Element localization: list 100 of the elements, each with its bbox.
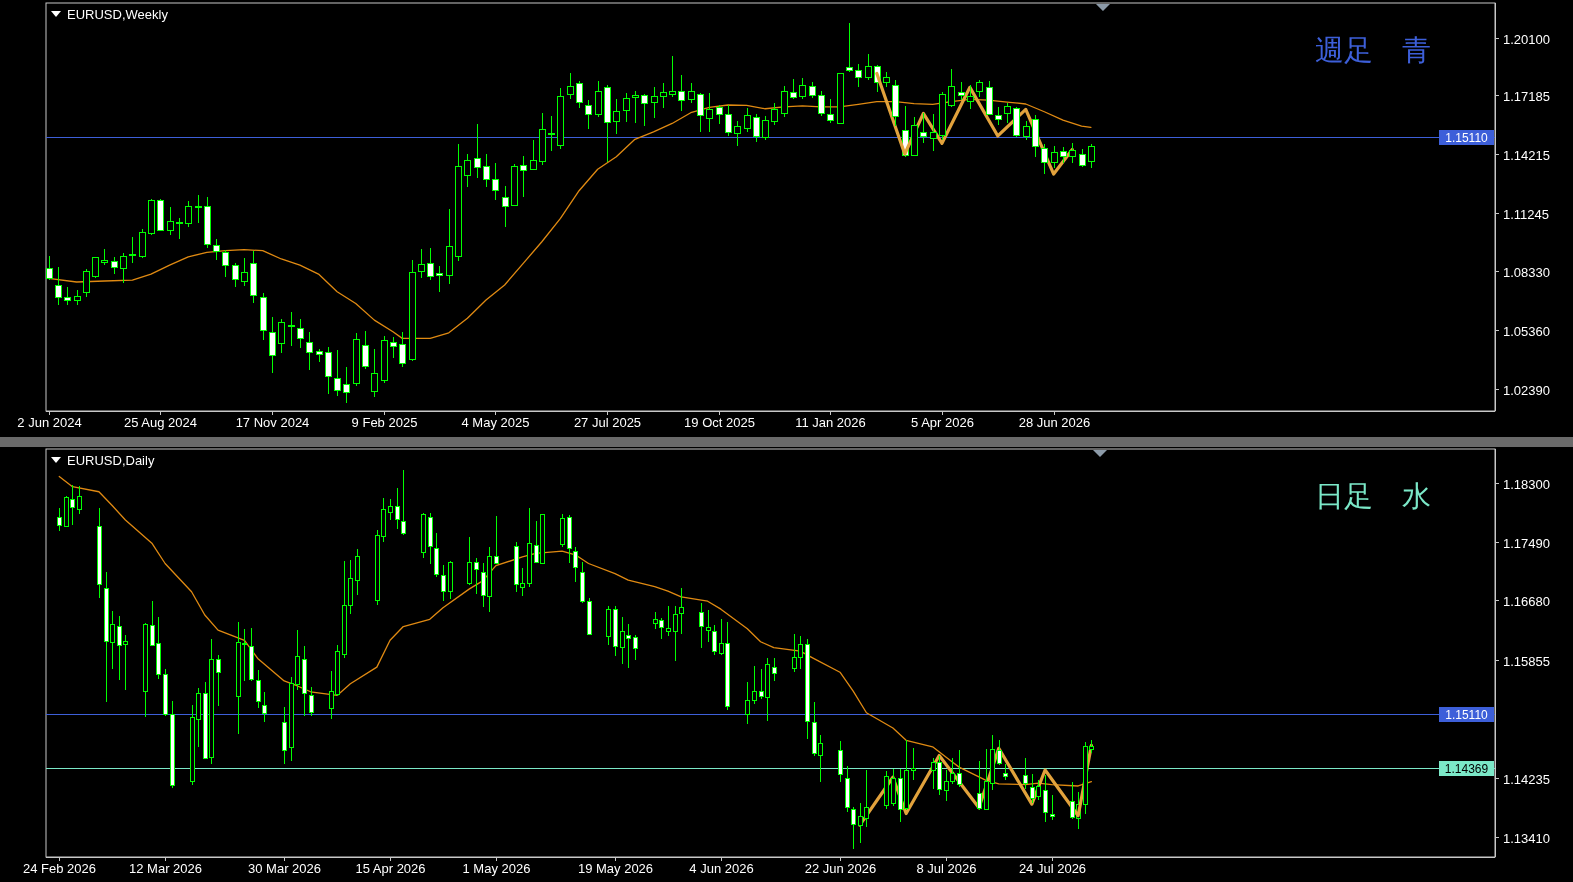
candlestick	[1041, 143, 1048, 175]
candlestick	[838, 740, 843, 783]
candlestick	[539, 112, 546, 166]
candlestick	[846, 22, 853, 73]
candlestick	[1003, 763, 1008, 781]
candlestick	[381, 335, 388, 384]
candlestick	[679, 587, 684, 635]
candlestick	[745, 681, 750, 725]
x-tick-label: 27 Jul 2025	[573, 415, 642, 430]
candlestick	[585, 99, 592, 130]
candlestick	[1032, 114, 1039, 158]
candlestick	[97, 507, 102, 599]
candlestick	[297, 318, 304, 349]
candlestick	[976, 79, 983, 98]
candlestick	[606, 605, 611, 646]
x-tick-label: 4 Jun 2026	[689, 861, 754, 876]
y-tick-label: 1.14235	[1503, 771, 1550, 786]
candlestick	[92, 256, 99, 279]
candlestick	[567, 514, 572, 564]
candlestick	[930, 113, 937, 152]
y-tick-label: 1.20100	[1503, 31, 1550, 46]
x-tick-label: 22 Jun 2026	[804, 861, 877, 876]
candlestick	[1088, 143, 1095, 169]
candlestick	[441, 564, 446, 602]
candlestick	[557, 87, 564, 150]
candlestick	[288, 311, 295, 347]
y-tick-label: 1.08330	[1503, 264, 1550, 279]
candlestick	[948, 68, 955, 108]
candlestick	[1060, 146, 1067, 164]
candlestick	[157, 198, 164, 232]
candlestick	[502, 185, 509, 228]
candlestick	[673, 605, 678, 662]
candlestick	[395, 487, 400, 530]
candlestick	[666, 605, 671, 637]
candlestick	[46, 255, 53, 281]
x-tick-label: 17 Nov 2024	[235, 415, 310, 430]
candlestick	[911, 116, 918, 157]
y-tick-label: 1.13410	[1503, 830, 1550, 845]
candlestick	[771, 102, 778, 126]
candlestick	[249, 627, 254, 682]
candlestick	[409, 259, 416, 362]
candlestick	[669, 55, 676, 98]
candlestick	[651, 86, 658, 119]
candlestick	[1013, 106, 1020, 138]
candlestick	[250, 250, 257, 304]
candlestick	[428, 512, 433, 565]
candlestick	[474, 557, 479, 595]
x-tick-label: 24 Jul 2026	[1018, 861, 1087, 876]
candlestick	[260, 292, 267, 341]
candlestick	[494, 515, 499, 565]
candlestick	[632, 90, 639, 124]
candlestick	[474, 123, 481, 179]
candlestick	[977, 760, 982, 811]
candlestick	[434, 532, 439, 578]
candlestick	[120, 252, 127, 284]
candlestick	[576, 80, 583, 109]
candlestick	[613, 98, 620, 135]
candlestick	[911, 747, 916, 781]
y-tick-label: 1.17185	[1503, 88, 1550, 103]
candlestick	[805, 638, 810, 740]
candlestick	[799, 77, 806, 100]
candlestick	[343, 366, 350, 404]
y-tick-label: 1.02390	[1503, 382, 1550, 397]
candlestick	[483, 153, 490, 188]
line-series	[58, 475, 1093, 787]
candlestick	[752, 665, 757, 705]
candlestick	[269, 316, 276, 373]
candlestick	[851, 806, 856, 850]
candlestick	[734, 120, 741, 147]
candlestick	[388, 498, 393, 521]
x-tick-label: 30 Mar 2026	[248, 861, 321, 876]
candlestick	[401, 469, 406, 536]
candlestick	[355, 548, 360, 596]
x-tick-label: 28 Jun 2026	[1018, 415, 1091, 430]
candlestick	[101, 248, 108, 266]
candlestick	[633, 634, 638, 661]
candlestick	[436, 265, 443, 293]
candlestick	[967, 84, 974, 110]
x-tick-label: 5 Apr 2026	[911, 415, 974, 430]
candlestick	[195, 194, 202, 224]
candlestick	[163, 668, 168, 717]
candlestick	[170, 700, 175, 789]
candlestick	[83, 268, 90, 298]
candlestick	[845, 765, 850, 813]
candlestick	[613, 605, 618, 657]
candlestick	[148, 198, 155, 236]
candlestick	[64, 286, 71, 306]
candlestick	[716, 104, 723, 125]
candlestick	[818, 90, 825, 117]
candlestick	[1043, 774, 1048, 823]
candlestick	[699, 602, 704, 649]
x-tick-label: 19 Oct 2025	[684, 415, 755, 430]
candlestick	[939, 91, 946, 141]
candlestick	[573, 546, 578, 583]
candlestick	[865, 53, 872, 81]
x-tick-label: 4 May 2025	[461, 415, 530, 430]
x-tick-label: 1 May 2026	[462, 861, 531, 876]
candlestick	[660, 82, 667, 109]
ref-line-label: 1.15110	[1445, 707, 1489, 722]
candlestick	[262, 691, 267, 723]
